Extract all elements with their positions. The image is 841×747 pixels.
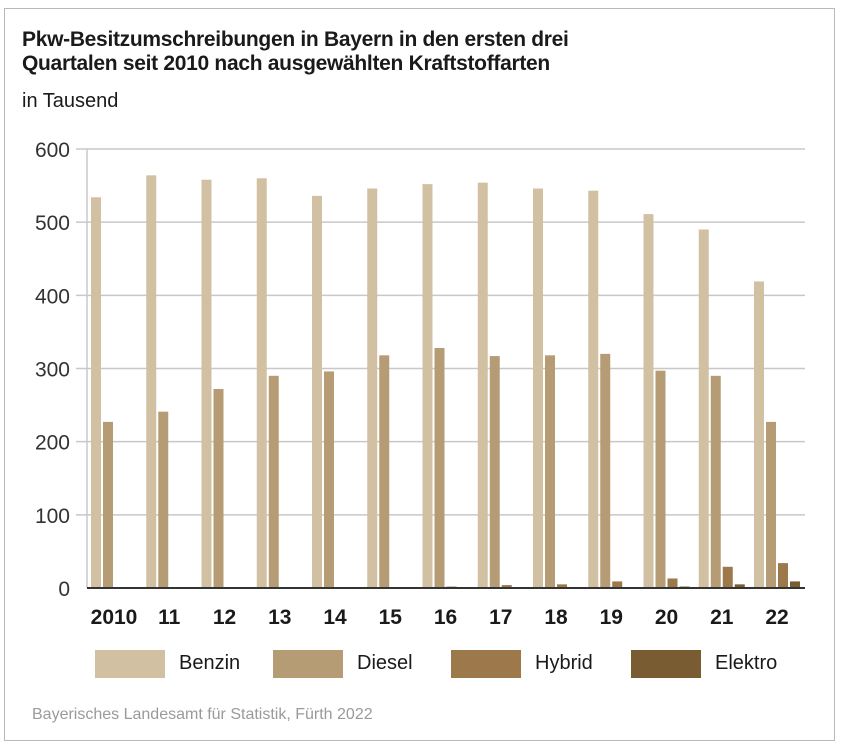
legend-swatch	[95, 650, 165, 678]
bar-benzin-15	[367, 188, 378, 588]
x-tick-label: 13	[268, 606, 291, 629]
legend-swatch	[631, 650, 701, 678]
bar-benzin-2010	[91, 197, 101, 589]
x-axis-tick-labels: 2010 11 12 13 14 15 16 17 18 19 20 21 22	[91, 606, 789, 629]
bar-benzin-11	[146, 175, 157, 588]
y-tick-label: 500	[35, 212, 70, 235]
bar-elektro-21	[734, 584, 745, 588]
x-tick-label: 19	[600, 606, 623, 629]
x-tick-label: 20	[655, 606, 678, 629]
x-tick-label: 21	[710, 606, 734, 629]
x-tick-label: 11	[158, 606, 181, 629]
chart-title-line-2: Quartalen seit 2010 nach ausgewählten Kr…	[22, 52, 550, 75]
axes	[86, 149, 805, 589]
bar-hybrid-22	[778, 563, 788, 588]
y-tick-label: 100	[35, 505, 70, 528]
bar-benzin-14	[312, 195, 322, 588]
x-tick-label: 14	[323, 606, 347, 629]
bar-diesel-18	[545, 355, 555, 588]
y-tick-label: 600	[35, 139, 70, 162]
x-tick-label: 16	[434, 606, 457, 629]
bar-benzin-17	[477, 182, 488, 588]
bar-benzin-21	[698, 229, 709, 588]
bar-diesel-16	[434, 348, 445, 588]
bar-benzin-19	[588, 190, 599, 588]
x-tick-label: 12	[213, 606, 236, 629]
bar-benzin-18	[533, 188, 543, 588]
bar-diesel-14	[324, 371, 334, 588]
bar-benzin-13	[256, 178, 267, 588]
bar-benzin-20	[643, 214, 654, 588]
bar-diesel-21	[710, 375, 721, 588]
chart-title-line-1: Pkw-Besitzumschreibungen in Bayern in de…	[22, 28, 569, 51]
bar-hybrid-19	[612, 581, 623, 588]
y-tick-label: 200	[35, 432, 70, 455]
legend: Benzin Diesel Hybrid Elektro	[95, 650, 815, 680]
legend-label: Benzin	[179, 652, 241, 674]
y-tick-label: 300	[35, 359, 70, 382]
x-tick-label: 18	[544, 606, 568, 629]
bar-diesel-17	[489, 356, 500, 588]
x-tick-label: 22	[765, 606, 788, 629]
bars	[91, 175, 800, 589]
bar-hybrid-17	[501, 585, 512, 588]
bar-hybrid-21	[722, 566, 733, 588]
chart-title: Pkw-Besitzumschreibungen in Bayern in de…	[22, 28, 569, 76]
bar-diesel-19	[600, 353, 611, 588]
bar-diesel-2010	[103, 421, 113, 588]
chart-subtitle: in Tausend	[22, 90, 119, 112]
y-tick-label: 0	[58, 578, 70, 601]
bar-hybrid-18	[557, 584, 567, 588]
bar-benzin-16	[422, 184, 433, 588]
bar-diesel-15	[379, 355, 390, 588]
chart-frame	[4, 8, 835, 741]
y-tick-label: 400	[35, 285, 70, 308]
bar-benzin-12	[201, 179, 212, 589]
legend-swatch	[273, 650, 343, 678]
bar-elektro-22	[790, 581, 800, 588]
bar-diesel-11	[158, 411, 169, 588]
bar-diesel-22	[766, 421, 776, 588]
bar-diesel-20	[655, 370, 666, 588]
legend-label: Diesel	[357, 652, 413, 674]
x-tick-label: 2010	[91, 606, 138, 629]
bar-benzin-22	[754, 281, 764, 588]
legend-label: Elektro	[715, 652, 778, 674]
x-tick-label: 17	[489, 606, 512, 629]
source-note: Bayerisches Landesamt für Statistik, Für…	[32, 706, 373, 723]
x-tick-label: 15	[379, 606, 403, 629]
bar-diesel-13	[268, 375, 279, 588]
bar-diesel-12	[213, 388, 224, 588]
legend-label: Hybrid	[535, 652, 593, 674]
bar-hybrid-20	[667, 578, 678, 588]
y-axis-tick-labels: 0 100 200 300 400 500 600	[35, 139, 70, 601]
legend-swatch	[451, 650, 521, 678]
